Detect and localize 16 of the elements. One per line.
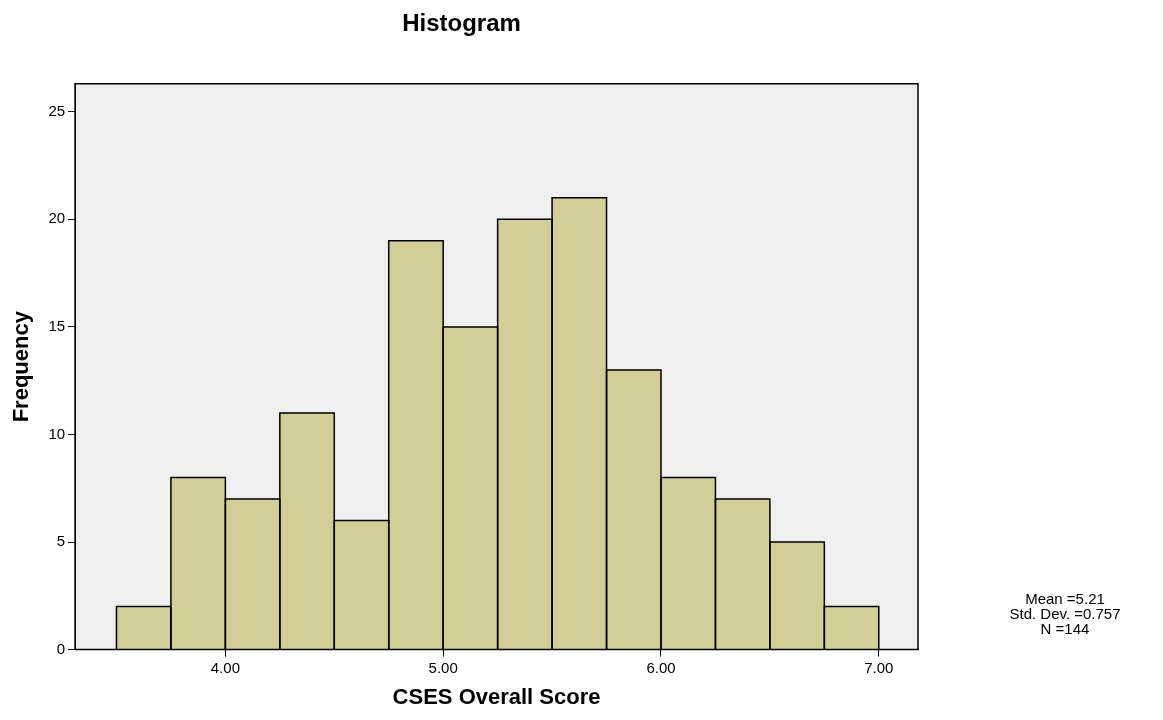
x-tick-label: 7.00 bbox=[864, 658, 894, 676]
x-axis-title: CSES Overall Score bbox=[392, 683, 601, 709]
text: Mean =5.21 bbox=[1024, 590, 1106, 607]
x-tick-label: 5.00 bbox=[428, 658, 458, 676]
y-tick-label: 10 bbox=[48, 424, 66, 442]
y-tick-label: 0 bbox=[56, 639, 66, 657]
y-tick-label: 25 bbox=[48, 101, 66, 119]
y-tick-label: 5 bbox=[56, 532, 66, 550]
x-tick-label: 4.00 bbox=[210, 658, 240, 676]
x-tick-label: 6.00 bbox=[646, 658, 676, 676]
y-tick-label: 20 bbox=[48, 209, 66, 227]
y-tick-label: 15 bbox=[48, 317, 66, 335]
chart-title: Histogram bbox=[402, 9, 521, 37]
text: Std. Dev. =0.757 bbox=[1008, 605, 1122, 622]
text: N =144 bbox=[1039, 620, 1091, 637]
y-axis-title: Frequency bbox=[8, 310, 34, 423]
